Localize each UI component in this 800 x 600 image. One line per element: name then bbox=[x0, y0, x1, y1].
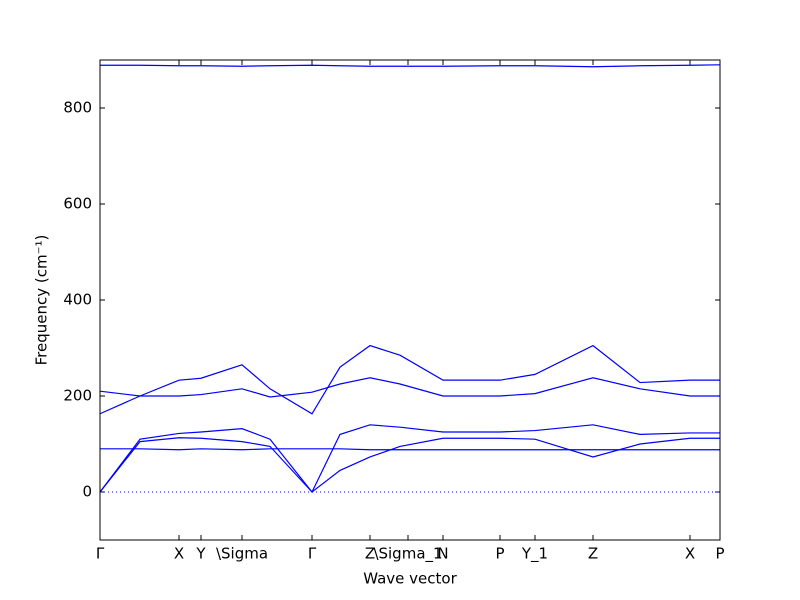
y-tick-label: 400 bbox=[63, 291, 92, 309]
x-tick-label: \Sigma bbox=[216, 545, 268, 563]
x-tick-label: P bbox=[715, 545, 724, 563]
y-tick-label: 0 bbox=[82, 483, 92, 501]
band-line bbox=[100, 448, 720, 451]
x-tick-label: Γ bbox=[308, 545, 317, 563]
x-axis-label: Wave vector bbox=[363, 570, 457, 588]
y-tick-label: 800 bbox=[63, 99, 92, 117]
band-line bbox=[100, 64, 721, 68]
band-line bbox=[99, 437, 720, 493]
band-line bbox=[99, 377, 720, 398]
x-tick-label: Y_1 bbox=[521, 545, 548, 564]
y-tick-label: 600 bbox=[63, 195, 92, 213]
x-tick-label: Z bbox=[588, 545, 598, 563]
x-tick-label: Y bbox=[195, 545, 206, 563]
x-tick-label: X bbox=[174, 545, 184, 563]
plot-frame bbox=[99, 59, 721, 541]
x-tick-label: Z bbox=[365, 545, 375, 563]
x-tick-label: P bbox=[495, 545, 504, 563]
band-line bbox=[99, 424, 720, 494]
x-tick-label: X bbox=[685, 545, 695, 563]
x-tick-label: \Sigma_1 bbox=[373, 545, 442, 564]
y-tick-label: 200 bbox=[63, 387, 92, 405]
band-line bbox=[99, 344, 720, 415]
y-axis-label: Frequency (cm⁻¹) bbox=[33, 235, 51, 366]
x-tick-label: Γ bbox=[96, 545, 105, 563]
x-tick-label: N bbox=[437, 545, 448, 563]
